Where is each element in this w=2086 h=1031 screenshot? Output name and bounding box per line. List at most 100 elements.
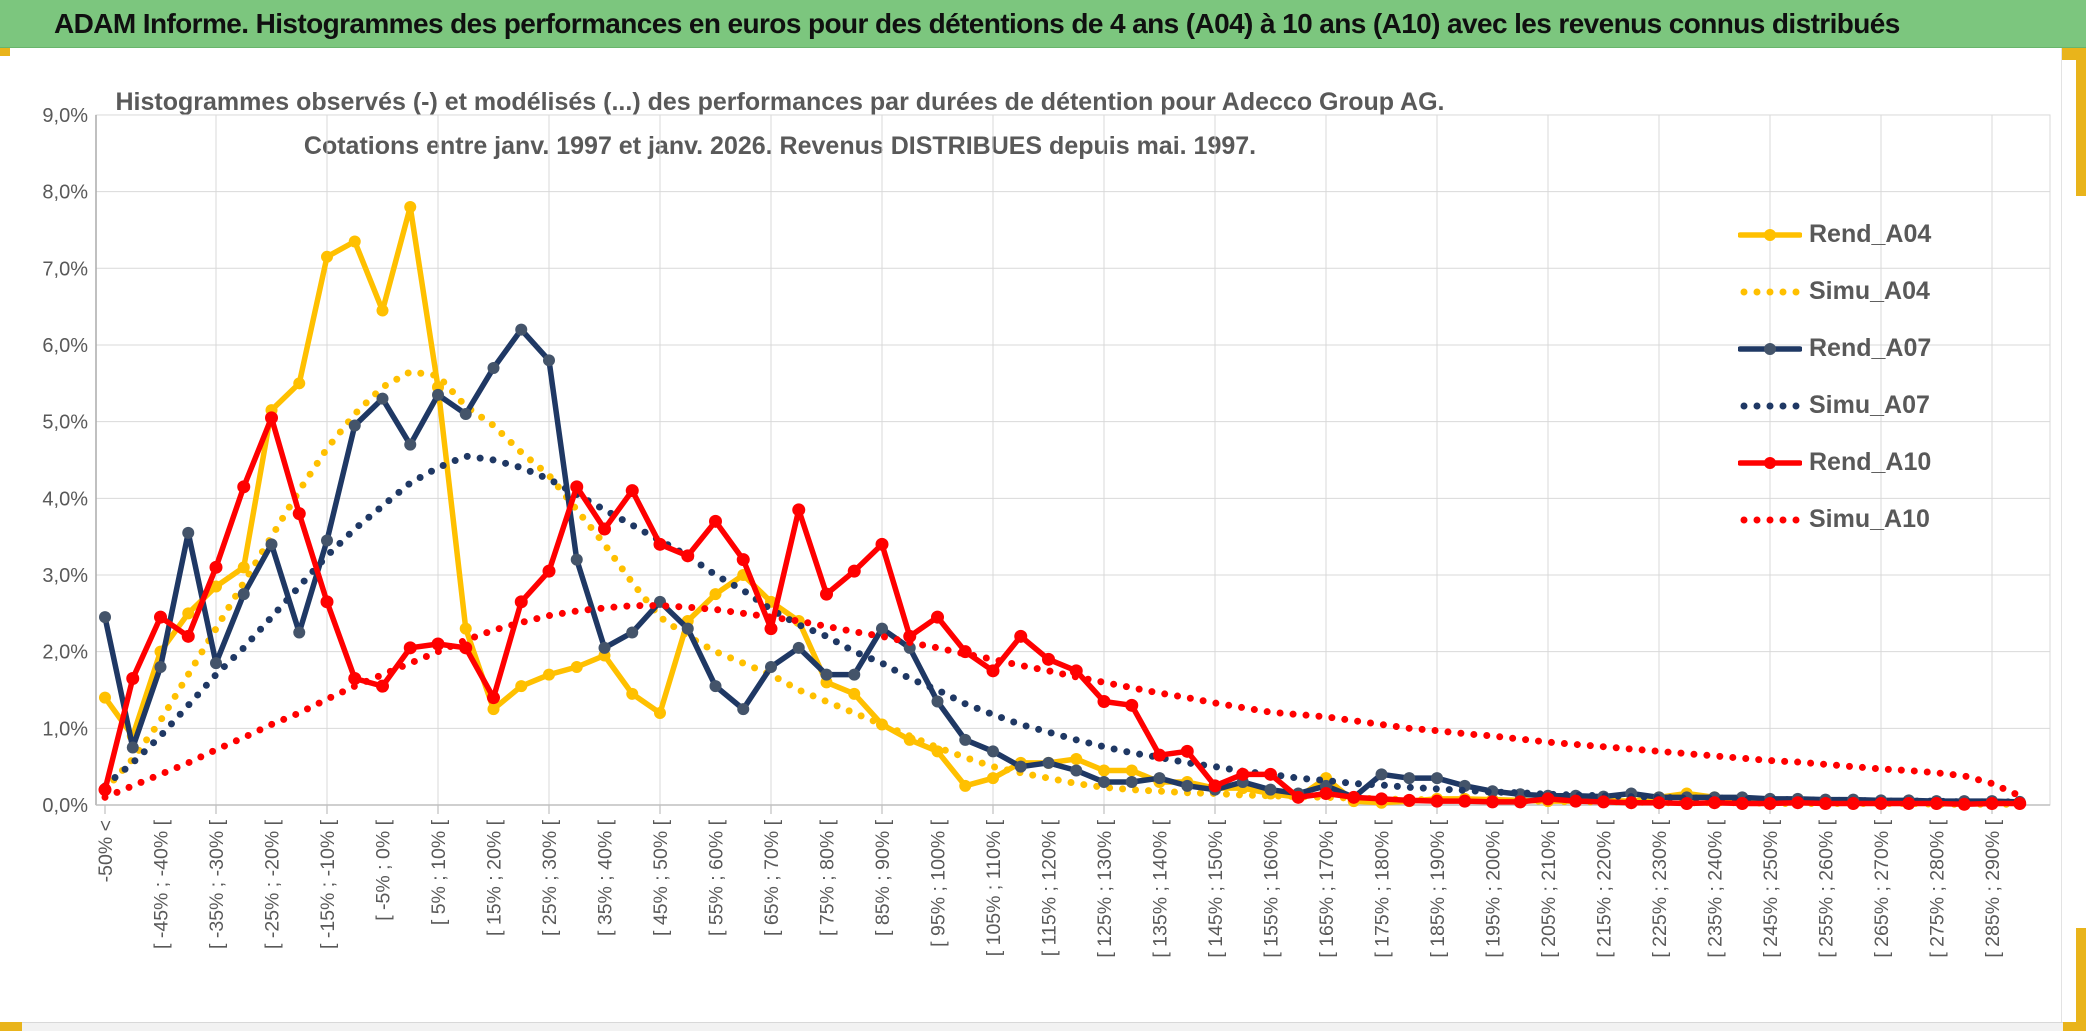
data-point-marker[interactable] [1098,775,1110,788]
data-point-marker[interactable] [1735,796,1749,810]
data-point-marker[interactable] [487,703,500,716]
data-point-marker[interactable] [1486,795,1499,809]
data-point-marker[interactable] [737,703,750,716]
data-point-marker[interactable] [403,641,417,655]
series-line-dotted[interactable] [101,452,2024,806]
data-point-marker[interactable] [1153,748,1166,762]
series-simu_a07[interactable] [101,452,2024,806]
data-point-marker[interactable] [681,549,695,563]
data-point-marker[interactable] [626,626,639,639]
data-point-marker[interactable] [987,745,999,758]
data-point-marker[interactable] [1458,794,1472,808]
data-point-marker[interactable] [1014,629,1028,643]
data-point-marker[interactable] [293,626,306,639]
data-point-marker[interactable] [1125,764,1138,777]
legend-item-simu-a07[interactable]: Simu_A07 [1738,377,1931,434]
data-point-marker[interactable] [1347,790,1361,804]
data-point-marker[interactable] [542,564,556,578]
data-point-marker[interactable] [1902,796,1916,810]
legend-item-rend-a04[interactable]: Rend_A04 [1737,206,1931,263]
data-point-marker[interactable] [959,779,972,792]
data-point-marker[interactable] [404,438,417,451]
data-point-marker[interactable] [1125,698,1139,712]
data-point-marker[interactable] [1985,796,1999,810]
data-point-marker[interactable] [848,687,861,700]
data-point-marker[interactable] [820,668,833,681]
data-point-marker[interactable] [570,660,583,673]
data-point-marker[interactable] [1597,795,1610,809]
data-point-marker[interactable] [293,377,306,390]
data-point-marker[interactable] [570,480,584,494]
series-rend_a04[interactable] [99,200,2026,810]
data-point-marker[interactable] [570,553,583,566]
legend-item-simu-a10[interactable]: Simu_A10 [1738,491,1931,548]
data-point-marker[interactable] [1957,797,1971,811]
data-point-marker[interactable] [1319,786,1333,800]
data-point-marker[interactable] [1069,664,1083,678]
data-point-marker[interactable] [515,323,528,336]
data-point-marker[interactable] [876,622,888,635]
data-point-marker[interactable] [1874,796,1888,810]
series-rend_a10[interactable] [98,411,2027,811]
data-point-marker[interactable] [459,622,472,635]
data-point-marker[interactable] [764,622,778,636]
series-line-solid[interactable] [102,204,2023,807]
data-point-marker[interactable] [1375,768,1388,781]
data-point-marker[interactable] [681,622,694,635]
data-point-marker[interactable] [1264,783,1277,796]
series-line-solid[interactable] [102,326,2023,805]
series-line-dotted[interactable] [101,368,2024,808]
data-point-marker[interactable] [848,668,861,681]
data-point-marker[interactable] [1180,744,1194,758]
data-point-marker[interactable] [792,503,806,517]
data-point-marker[interactable] [903,641,916,654]
data-point-marker[interactable] [1236,767,1250,781]
series-simu_a10[interactable] [101,602,2024,801]
data-point-marker[interactable] [959,733,972,746]
data-point-marker[interactable] [1403,772,1416,785]
data-point-marker[interactable] [1569,794,1583,808]
data-point-marker[interactable] [265,538,278,551]
data-point-marker[interactable] [404,200,417,213]
bottom-scroll-strip[interactable] [0,1022,2086,1031]
series-line-solid[interactable] [102,415,2023,807]
data-point-marker[interactable] [875,537,889,551]
data-point-marker[interactable] [1042,756,1055,769]
data-point-marker[interactable] [321,250,333,263]
series-rend_a07[interactable] [99,323,2026,808]
data-point-marker[interactable] [1680,796,1694,810]
data-point-marker[interactable] [265,411,278,425]
data-point-marker[interactable] [987,772,999,785]
data-point-marker[interactable] [1402,793,1416,807]
data-point-marker[interactable] [931,695,944,708]
data-point-marker[interactable] [654,706,666,719]
data-point-marker[interactable] [376,679,389,693]
data-point-marker[interactable] [1652,796,1666,810]
data-point-marker[interactable] [709,588,722,601]
data-point-marker[interactable] [348,419,361,432]
data-point-marker[interactable] [487,691,500,705]
data-point-marker[interactable] [931,610,944,624]
data-point-marker[interactable] [1125,775,1138,788]
data-point-marker[interactable] [126,741,139,754]
data-point-marker[interactable] [320,595,334,609]
data-point-marker[interactable] [1208,779,1222,793]
data-point-marker[interactable] [99,691,111,704]
data-point-marker[interactable] [1763,796,1777,810]
data-point-marker[interactable] [820,587,833,601]
data-point-marker[interactable] [1098,764,1110,777]
data-point-marker[interactable] [126,671,140,685]
data-point-marker[interactable] [237,561,250,574]
data-point-marker[interactable] [598,641,611,654]
data-point-marker[interactable] [154,610,167,624]
data-point-marker[interactable] [1819,796,1832,810]
data-point-marker[interactable] [487,361,500,374]
data-point-marker[interactable] [709,514,722,528]
data-point-marker[interactable] [154,660,167,673]
data-point-marker[interactable] [292,507,306,521]
data-point-marker[interactable] [1846,796,1860,810]
data-point-marker[interactable] [514,595,528,609]
legend-item-rend-a10[interactable]: Rend_A10 [1737,434,1931,491]
data-point-marker[interactable] [1541,792,1555,806]
series-line-dotted[interactable] [101,602,2024,801]
